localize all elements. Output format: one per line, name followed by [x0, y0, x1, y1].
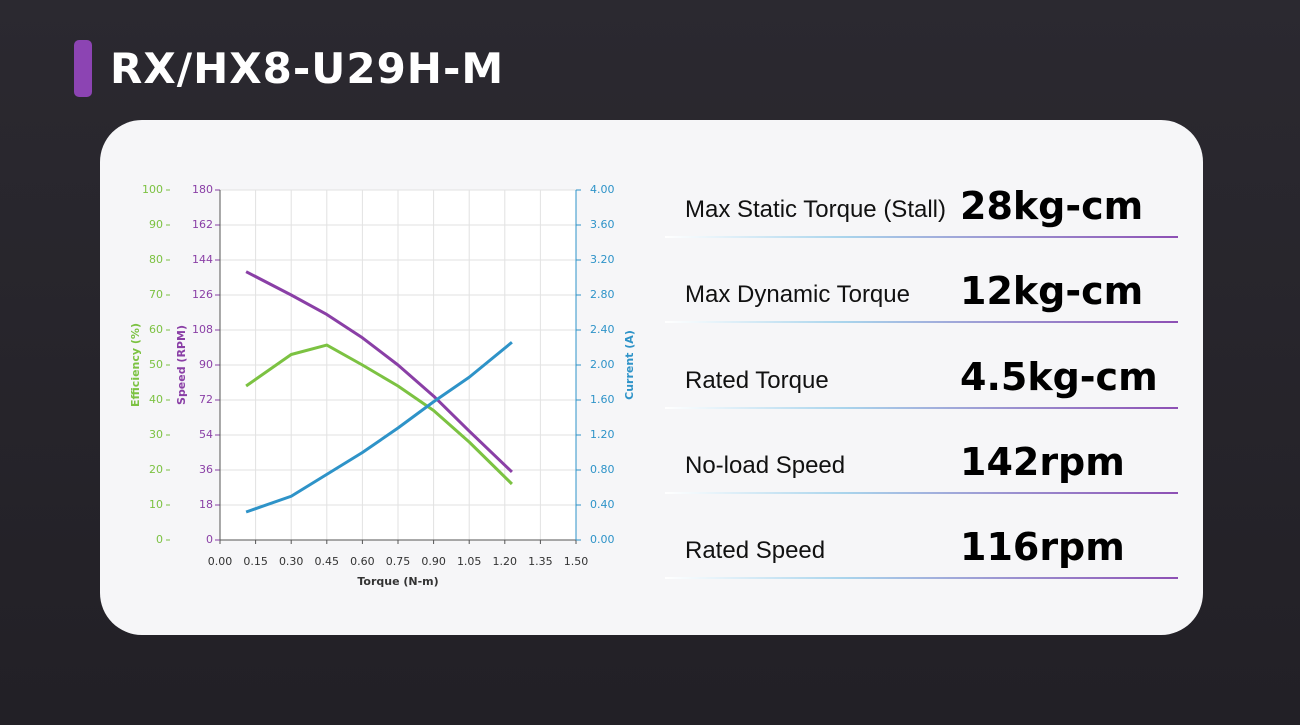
y2-tick-label: 2.80 — [590, 288, 615, 301]
spec-value: 28kg-cm — [960, 184, 1144, 228]
y3-tick-label: 70 — [149, 288, 163, 301]
x-tick-label: 1.35 — [528, 555, 553, 568]
y2-tick-label: 3.20 — [590, 253, 615, 266]
title-accent — [74, 40, 92, 97]
spec-value: 4.5kg-cm — [960, 354, 1158, 399]
y-tick-label: 72 — [199, 393, 213, 406]
axis-label: Speed (RPM) — [175, 325, 188, 405]
y-tick-label: 162 — [192, 218, 213, 231]
y-tick-label: 108 — [192, 323, 213, 336]
underline — [665, 491, 1178, 494]
y2-tick-label: 0.40 — [590, 498, 615, 511]
y2-tick-label: 2.00 — [590, 358, 615, 371]
x-tick-label: 1.20 — [493, 555, 518, 568]
y3-tick-label: 50 — [149, 358, 163, 371]
x-tick-label: 0.30 — [279, 555, 304, 568]
x-tick-label: 1.05 — [457, 555, 482, 568]
y2-tick-label: 2.40 — [590, 323, 615, 336]
underline — [665, 321, 1178, 324]
spec-row: Rated Speed 116rpm — [665, 494, 1178, 580]
y2-tick-label: 0.00 — [590, 533, 615, 546]
series-line — [245, 341, 513, 514]
axis-label: Torque (N-m) — [357, 575, 438, 588]
y-tick-label: 90 — [199, 358, 213, 371]
spec-label: Rated Speed — [685, 537, 826, 565]
y3-tick-label: 60 — [149, 323, 163, 336]
x-tick-label: 0.00 — [208, 555, 233, 568]
y3-tick-label: 80 — [149, 253, 163, 266]
series-line — [245, 343, 513, 486]
spec-label: Max Static Torque (Stall) — [685, 196, 946, 223]
y-tick-label: 18 — [199, 498, 213, 511]
spec-label: Rated Torque — [685, 366, 829, 394]
y-tick-label: 180 — [192, 183, 213, 196]
spec-value: 12kg-cm — [960, 269, 1144, 314]
spec-value: 116rpm — [960, 525, 1125, 570]
y3-tick-label: 100 — [142, 183, 163, 196]
y2-tick-label: 4.00 — [590, 183, 615, 196]
spec-row: Rated Torque 4.5kg-cm — [665, 324, 1178, 409]
y3-tick-label: 0 — [156, 533, 163, 546]
spec-row: No-load Speed 142rpm — [665, 409, 1178, 494]
spec-row: Max Dynamic Torque 12kg-cm — [665, 238, 1178, 324]
spec-label: Max Dynamic Torque — [685, 281, 910, 309]
x-tick-label: 0.15 — [243, 555, 268, 568]
y3-tick-label: 10 — [149, 498, 163, 511]
x-tick-label: 0.75 — [386, 555, 411, 568]
underline — [665, 236, 1178, 238]
x-tick-label: 0.45 — [315, 555, 340, 568]
y-tick-label: 144 — [192, 253, 213, 266]
y3-tick-label: 20 — [149, 463, 163, 476]
y2-tick-label: 1.60 — [590, 393, 615, 406]
spec-label: No-load Speed — [685, 451, 846, 479]
y3-tick-label: 90 — [149, 218, 163, 231]
axis-label: Efficiency (%) — [129, 323, 142, 407]
spec-value: 142rpm — [960, 439, 1125, 484]
y-tick-label: 0 — [206, 533, 213, 546]
axis-label: Current (A) — [623, 330, 636, 400]
x-tick-label: 0.90 — [421, 555, 446, 568]
y-tick-label: 126 — [192, 288, 213, 301]
spec-row: Max Static Torque (Stall) 28kg-cm — [665, 153, 1178, 238]
y3-tick-label: 40 — [149, 393, 163, 406]
x-tick-label: 0.60 — [350, 555, 375, 568]
y2-tick-label: 1.20 — [590, 428, 615, 441]
y-tick-label: 36 — [199, 463, 213, 476]
y3-tick-label: 30 — [149, 428, 163, 441]
underline — [665, 406, 1178, 409]
underline — [665, 577, 1178, 580]
y-tick-label: 54 — [199, 428, 213, 441]
title: RX/HX8-U29H-M — [110, 44, 505, 93]
x-tick-label: 1.50 — [564, 555, 589, 568]
series-line — [245, 270, 513, 474]
y2-tick-label: 3.60 — [590, 218, 615, 231]
y2-tick-label: 0.80 — [590, 463, 615, 476]
